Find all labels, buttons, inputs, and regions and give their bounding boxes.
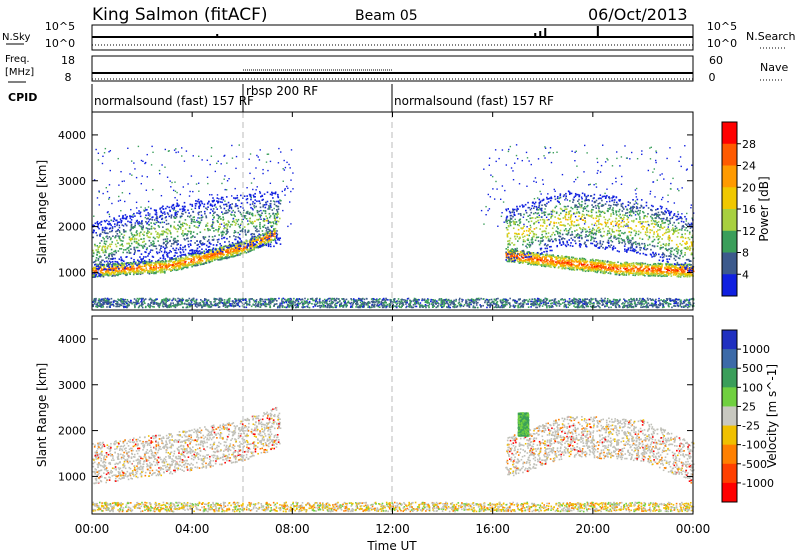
y-tick-label: 4000 [58,333,86,346]
colorbar-tick-label: 20 [742,181,756,194]
nsearch-label: N.Search [746,30,796,43]
colorbar-tick-label: 100 [742,381,763,394]
colorbar-tick-label: 4 [742,268,749,281]
colorbar-tick-label: 16 [742,203,756,216]
y-tick-label: 3000 [58,379,86,392]
x-tick-label: 08:00 [275,522,310,536]
cpid-segment-3: normalsound (fast) 157 RF [394,94,554,108]
colorbar-tick-label: 1000 [742,343,770,356]
x-axis-ticks: 00:00 04:00 08:00 12:00 16:00 20:00 00:00 [75,112,711,536]
y-tick-label: 2000 [58,425,86,438]
freq-unit-label: [MHz] [5,67,34,78]
colorbar-tick-label: 24 [742,160,756,173]
colorbar-tick-label: -500 [742,458,767,471]
cpid-panel: CPID normalsound (fast) 157 RF rbsp 200 … [8,84,554,112]
count-tick-right-top: 10^5 [707,20,737,33]
x-axis-label: Time UT [366,539,417,553]
count-tick-left-bottom: 10^0 [45,37,75,50]
colorbar-tick-label: 8 [742,247,749,260]
nave-label: Nave [760,61,788,74]
freq-tick-top: 18 [61,54,75,67]
colorbar-tick-label: 500 [742,362,763,375]
count-panel: N.Sky 10^5 10^0 10^5 10^0 N.Search [2,20,796,51]
count-tick-left-top: 10^5 [45,20,75,33]
power-colorbar: 28 24 20 16 12 8 4 Power [dB] [721,121,771,297]
colorbar-tick-label: -100 [742,439,767,452]
nsky-label: N.Sky [2,32,30,43]
y-tick-label: 1000 [58,470,86,483]
colorbar-tick-label: 12 [742,225,756,238]
velocity-y-ticks: 1000 2000 3000 4000 [58,333,693,483]
cpid-segment-1: normalsound (fast) 157 RF [94,94,254,108]
velocity-scatter [92,406,695,513]
velocity-colorbar-label: Velocity [m s^-1] [765,364,779,468]
colorbar-tick-label: 28 [742,138,756,151]
velocity-ylabel: Slant Range [km] [35,363,49,467]
freq-panel: Freq. [MHz] 18 8 60 0 Nave [5,54,788,84]
count-tick-right-bottom: 10^0 [707,37,737,50]
power-y-ticks: 1000 2000 3000 4000 [58,129,693,279]
colorbar-tick-label: -25 [742,420,760,433]
date-title: 06/Oct/2013 [588,5,688,24]
freq-tick-bottom: 8 [65,71,72,84]
nave-tick-top: 60 [709,54,723,67]
cpid-segment-2: rbsp 200 RF [246,84,318,98]
x-tick-label: 12:00 [375,522,410,536]
velocity-colorbar: 1000 500 100 25 -25 -100 -500 -1000 Velocity [m… [721,329,779,503]
y-tick-label: 1000 [58,266,86,279]
y-tick-label: 4000 [58,129,86,142]
colorbar-tick-label: -1000 [742,477,774,490]
velocity-panel: 1000 2000 3000 4000 Slant Range [km] [35,315,695,515]
power-ylabel: Slant Range [km] [35,160,49,264]
beam-title: Beam 05 [355,8,418,24]
y-tick-label: 3000 [58,175,86,188]
cpid-label: CPID [8,91,37,104]
nave-tick-bottom: 0 [709,71,716,84]
colorbar-tick-label: 25 [742,400,756,413]
x-tick-label: 00:00 [676,522,711,536]
power-scatter [92,144,695,309]
freq-label: Freq. [5,54,30,65]
count-spikes [216,26,599,37]
station-title: King Salmon (fitACF) [92,5,268,25]
y-tick-label: 2000 [58,221,86,234]
x-tick-label: 20:00 [576,522,611,536]
power-colorbar-label: Power [dB] [757,176,771,241]
x-tick-label: 00:00 [75,522,110,536]
x-tick-label: 04:00 [175,522,210,536]
x-tick-label: 16:00 [475,522,510,536]
power-panel: 1000 2000 3000 4000 Slant Range [km] [35,111,695,311]
